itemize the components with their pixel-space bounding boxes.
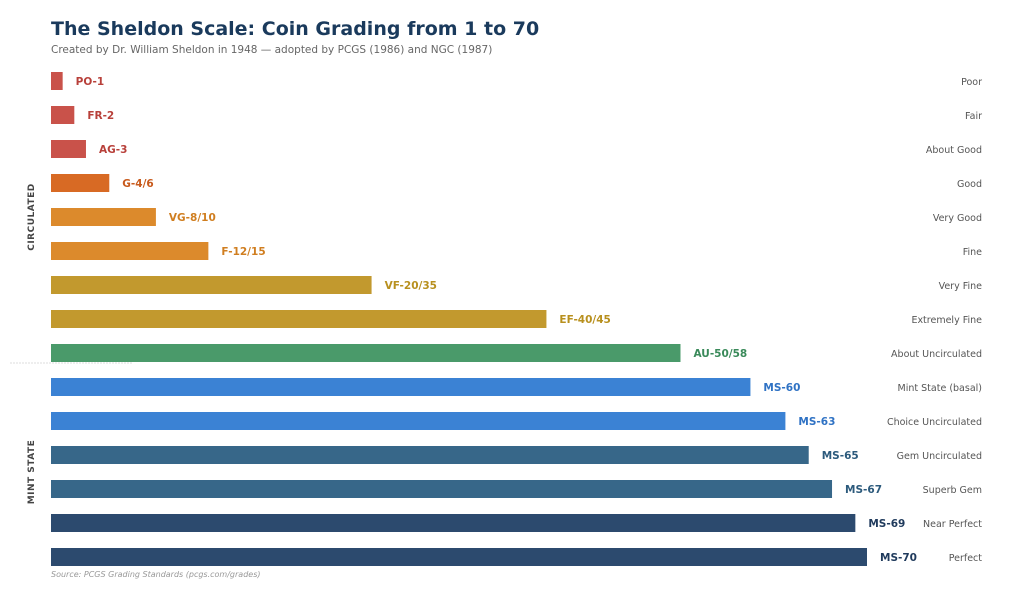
grade-label: VF-20/35: [385, 280, 437, 292]
group-label: CIRCULATED: [27, 183, 37, 251]
bar-ag-3: [51, 140, 86, 158]
grade-description: Fair: [965, 111, 982, 122]
grade-description: Very Good: [933, 213, 982, 224]
bar-ms-65: [51, 446, 809, 464]
grade-label: G-4/6: [122, 178, 153, 190]
grade-description: Extremely Fine: [911, 315, 982, 326]
grade-description: Superb Gem: [923, 485, 982, 496]
grade-description: Choice Uncirculated: [887, 417, 982, 428]
bar-au-50/58: [51, 344, 681, 362]
bar-ef-40/45: [51, 310, 547, 328]
grade-description: About Good: [926, 145, 982, 156]
bar-vg-8/10: [51, 208, 156, 226]
grade-label: AU-50/58: [693, 348, 747, 360]
grade-description: Perfect: [949, 553, 983, 564]
bar-ms-63: [51, 412, 786, 430]
grade-description: Very Fine: [939, 281, 983, 292]
grade-description: Fine: [963, 247, 982, 258]
bar-g-4/6: [51, 174, 110, 192]
grade-label: PO-1: [76, 76, 104, 88]
grade-label: EF-40/45: [559, 314, 610, 326]
bar-po-1: [51, 72, 63, 90]
bar-ms-67: [51, 480, 833, 498]
grade-label: MS-67: [845, 484, 882, 496]
grade-label: MS-60: [763, 382, 800, 394]
bar-vf-20/35: [51, 276, 372, 294]
grade-label: MS-63: [798, 416, 835, 428]
grade-label: MS-65: [822, 450, 859, 462]
bar-f-12/15: [51, 242, 209, 260]
chart-title: The Sheldon Scale: Coin Grading from 1 t…: [51, 18, 540, 40]
source-note: Source: PCGS Grading Standards (pcgs.com…: [51, 570, 261, 579]
bar-fr-2: [51, 106, 75, 124]
bar-ms-69: [51, 514, 856, 532]
grade-label: FR-2: [87, 110, 114, 122]
grade-label: F-12/15: [221, 246, 265, 258]
chart-subtitle: Created by Dr. William Sheldon in 1948 —…: [51, 44, 493, 56]
grade-label: VG-8/10: [169, 212, 216, 224]
grade-description: Near Perfect: [923, 519, 982, 530]
grade-description: About Uncirculated: [891, 349, 982, 360]
group-label: MINT STATE: [27, 440, 37, 505]
grade-label: MS-70: [880, 552, 917, 564]
grade-label: MS-69: [868, 518, 905, 530]
bar-ms-60: [51, 378, 751, 396]
bar-ms-70: [51, 548, 867, 566]
grade-description: Mint State (basal): [898, 383, 982, 394]
grade-description: Good: [957, 179, 982, 190]
grade-description: Poor: [961, 77, 982, 88]
grade-label: AG-3: [99, 144, 127, 156]
grade-description: Gem Uncirculated: [897, 451, 982, 462]
